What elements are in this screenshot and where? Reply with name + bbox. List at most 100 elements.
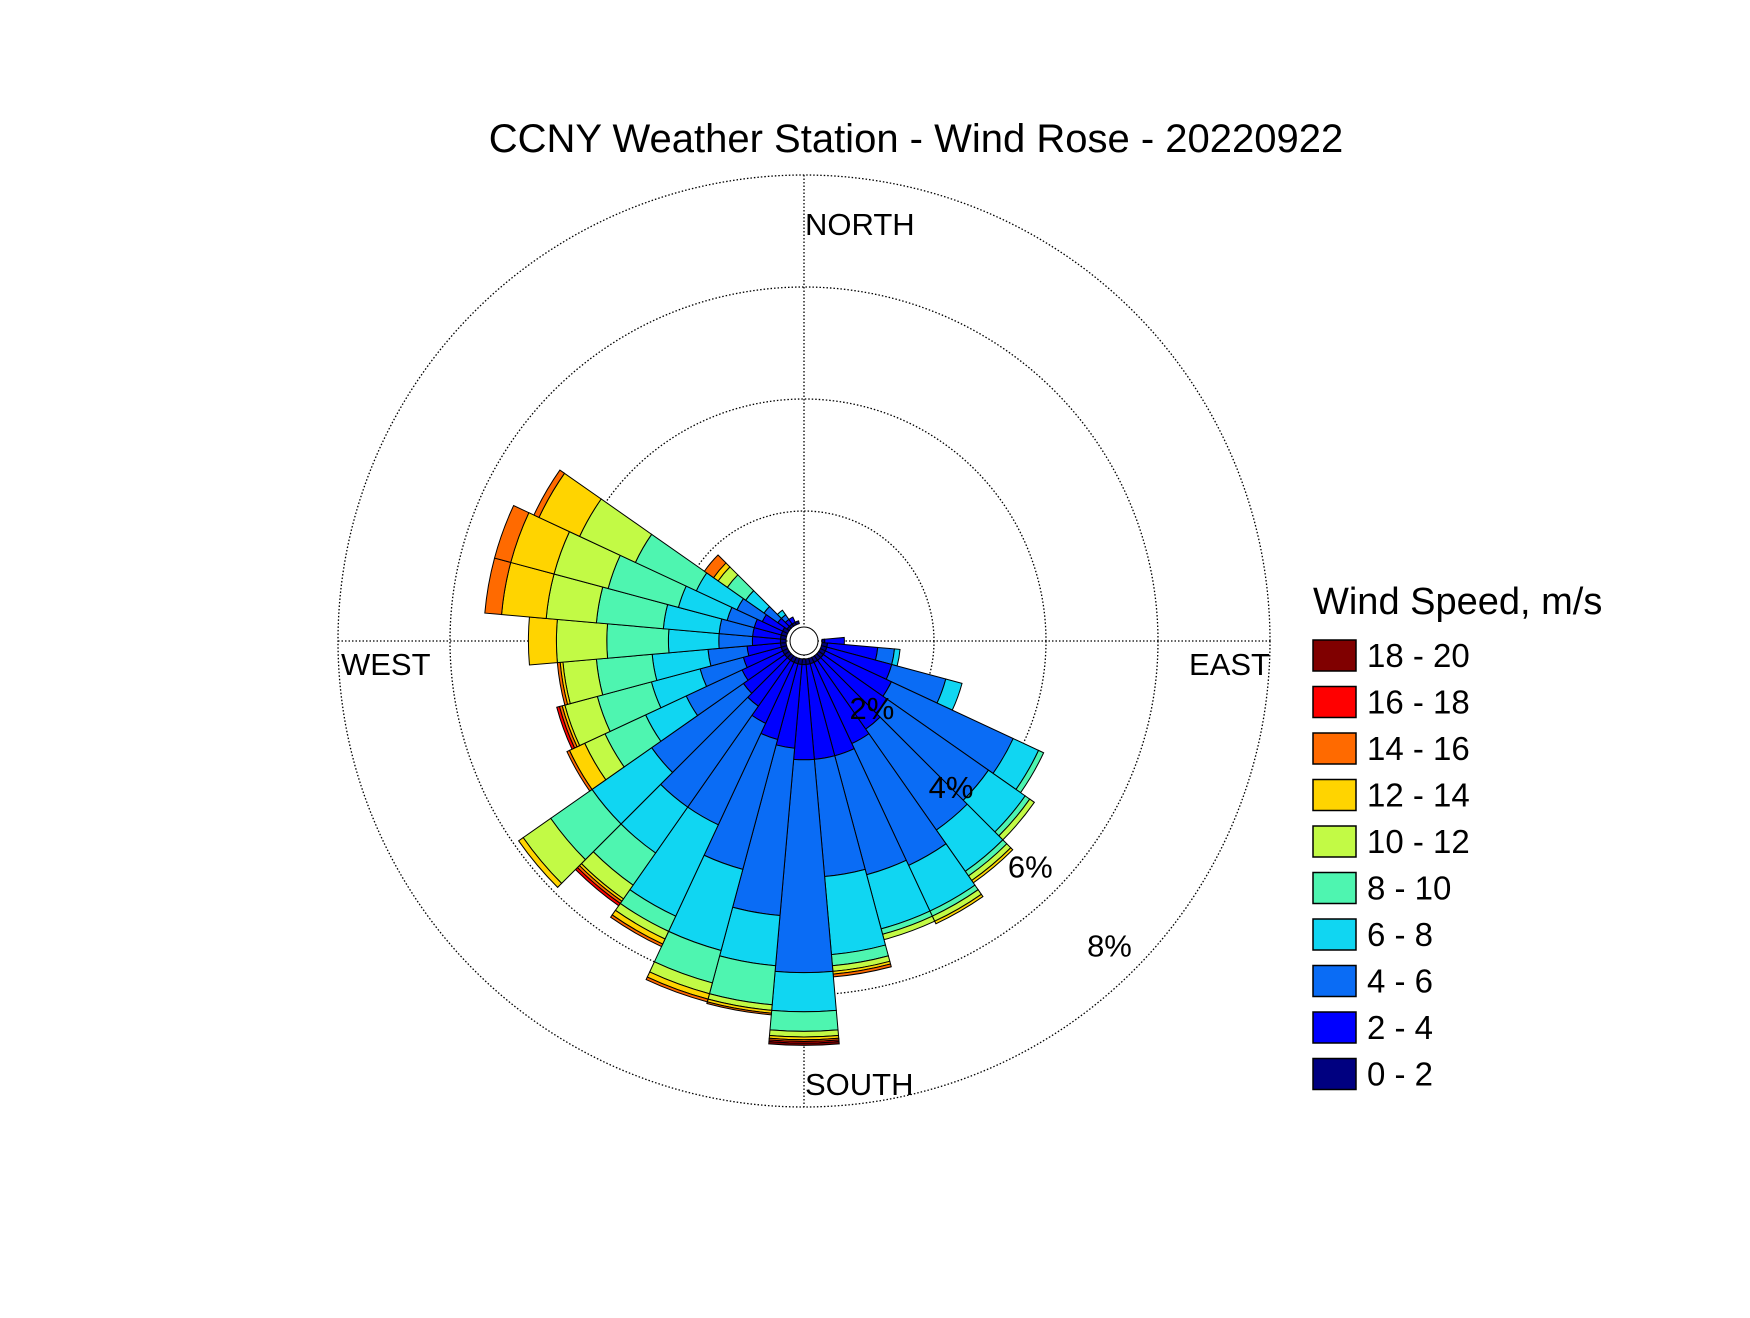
wedge-segment bbox=[806, 623, 809, 624]
wedge-segment bbox=[820, 633, 821, 636]
legend-label: 12 - 14 bbox=[1367, 777, 1470, 814]
wedge-segment bbox=[806, 623, 809, 624]
wedge-segment bbox=[814, 626, 816, 628]
wedge-segment bbox=[819, 631, 821, 634]
wedge-segment bbox=[819, 631, 821, 634]
wedge-segment bbox=[806, 623, 809, 624]
ring-label: 8% bbox=[1087, 928, 1132, 963]
legend-label: 4 - 6 bbox=[1367, 963, 1433, 1000]
legend-label: 14 - 16 bbox=[1367, 730, 1470, 767]
wedge-segment bbox=[814, 626, 816, 628]
center-hole bbox=[790, 627, 818, 655]
legend-swatch bbox=[1313, 919, 1356, 950]
wedge-segment bbox=[795, 621, 799, 625]
wedge-segment bbox=[806, 623, 809, 624]
wedges bbox=[485, 470, 1044, 1045]
wedge-segment bbox=[817, 628, 819, 630]
wedge-segment bbox=[809, 624, 812, 625]
wedge-segment bbox=[820, 633, 821, 636]
legend: 0 - 2 2 - 4 4 - 6 6 - 8 8 - 10 10 - 12 12 - 14… bbox=[1313, 637, 1470, 1093]
wedge-segment bbox=[812, 625, 815, 627]
wedge-segment bbox=[814, 626, 816, 628]
wedge-segment bbox=[817, 628, 819, 630]
legend-label: 0 - 2 bbox=[1367, 1056, 1433, 1093]
wedge-segment bbox=[820, 633, 821, 636]
legend-swatch bbox=[1313, 687, 1356, 718]
legend-swatch bbox=[1313, 873, 1356, 904]
legend-swatch bbox=[1313, 966, 1356, 997]
wedge-segment bbox=[809, 624, 812, 625]
wedge-segment bbox=[812, 625, 815, 627]
wedge-segment bbox=[806, 623, 809, 624]
wedge-segment bbox=[820, 633, 821, 636]
legend-swatch bbox=[1313, 1059, 1356, 1090]
wedge-segment bbox=[812, 625, 815, 627]
wedge-segment bbox=[607, 624, 669, 658]
wedge-segment bbox=[556, 619, 607, 662]
wedge-segment bbox=[817, 628, 819, 630]
ring-label: 6% bbox=[1008, 849, 1053, 884]
chart-title: CCNY Weather Station - Wind Rose - 20220… bbox=[489, 117, 1344, 161]
direction-label: SOUTH bbox=[805, 1067, 914, 1102]
legend-label: 16 - 18 bbox=[1367, 684, 1470, 721]
wedge-segment bbox=[817, 628, 819, 630]
legend-label: 6 - 8 bbox=[1367, 916, 1433, 953]
wedge-segment bbox=[814, 626, 816, 628]
wedge-segment bbox=[770, 1010, 838, 1031]
direction-label: WEST bbox=[341, 647, 431, 682]
wedge-segment bbox=[819, 631, 821, 634]
wedge-segment bbox=[819, 631, 821, 634]
wedge-segment bbox=[819, 631, 821, 634]
wedge-segment bbox=[819, 631, 821, 634]
wedge-segment bbox=[820, 633, 821, 636]
ring-label: 2% bbox=[849, 691, 894, 726]
wedge-segment bbox=[806, 623, 809, 624]
legend-swatch bbox=[1313, 780, 1356, 811]
wedge-segment bbox=[812, 625, 815, 627]
wedge-segment bbox=[806, 623, 809, 624]
legend-label: 2 - 4 bbox=[1367, 1009, 1433, 1046]
wedge-segment bbox=[820, 633, 821, 636]
wedge-segment bbox=[819, 631, 821, 634]
wedge-segment bbox=[806, 623, 809, 624]
direction-label: NORTH bbox=[805, 207, 915, 242]
wedge-segment bbox=[817, 628, 819, 630]
wedge-segment bbox=[817, 628, 819, 630]
legend-swatch bbox=[1313, 640, 1356, 671]
wedge-segment bbox=[812, 625, 815, 627]
legend-label: 8 - 10 bbox=[1367, 870, 1451, 907]
wedge-segment bbox=[809, 624, 812, 625]
wedge-segment bbox=[814, 626, 816, 628]
wedge-segment bbox=[820, 633, 821, 636]
wedge-segment bbox=[809, 624, 812, 625]
wedge-segment bbox=[819, 631, 821, 634]
wedge-segment bbox=[820, 633, 821, 636]
wedge-segment bbox=[812, 625, 815, 627]
wedge-segment bbox=[817, 628, 819, 630]
wedge-segment bbox=[809, 624, 812, 625]
wedge-segment bbox=[814, 626, 816, 628]
legend-title: Wind Speed, m/s bbox=[1313, 581, 1602, 623]
wedge-segment bbox=[809, 624, 812, 625]
wedge-segment bbox=[820, 633, 821, 636]
wedge-segment bbox=[809, 624, 812, 625]
wedge-segment bbox=[814, 626, 816, 628]
wedge-segment bbox=[820, 633, 821, 636]
wedge-segment bbox=[819, 631, 821, 634]
ring-label: 4% bbox=[929, 770, 974, 805]
legend-swatch bbox=[1313, 1012, 1356, 1043]
legend-label: 10 - 12 bbox=[1367, 823, 1470, 860]
wedge-segment bbox=[812, 625, 815, 627]
wedge-segment bbox=[528, 617, 557, 665]
wedge-segment bbox=[806, 623, 809, 624]
wedge-segment bbox=[817, 628, 819, 630]
wedge-segment bbox=[809, 624, 812, 625]
legend-swatch bbox=[1313, 826, 1356, 857]
wedge-segment bbox=[812, 625, 815, 627]
wedge-segment bbox=[814, 626, 816, 628]
wedge-segment bbox=[814, 626, 816, 628]
wedge-segment bbox=[819, 631, 821, 634]
wedge-segment bbox=[817, 628, 819, 630]
legend-label: 18 - 20 bbox=[1367, 637, 1470, 674]
